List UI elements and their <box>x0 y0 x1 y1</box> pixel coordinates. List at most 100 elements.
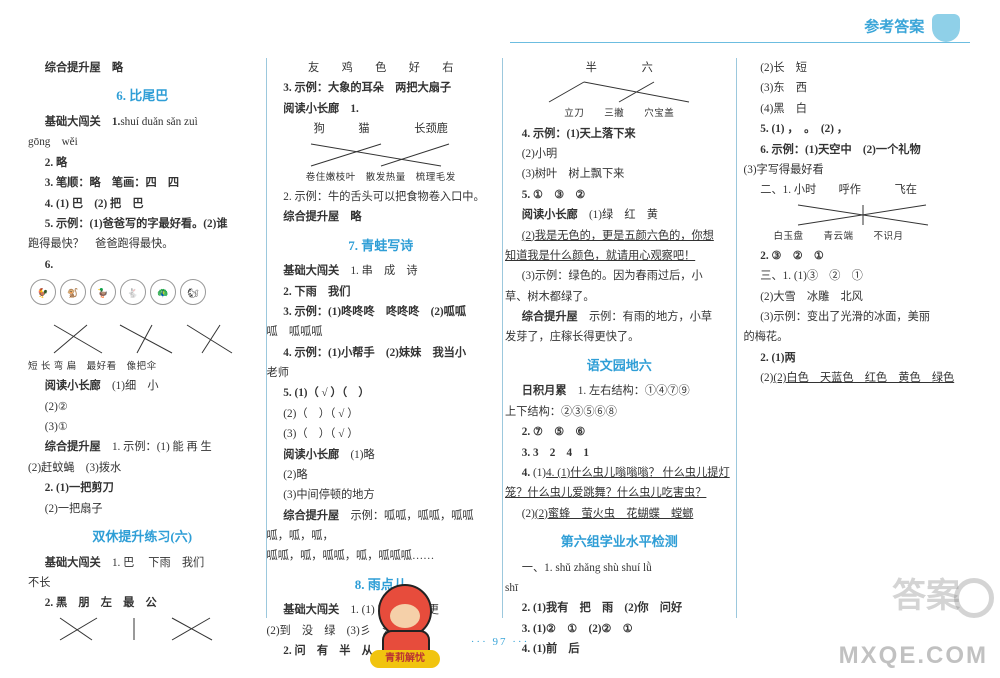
match-lines-3 <box>529 80 709 104</box>
c1-l16: (2)一把扇子 <box>28 499 257 519</box>
c1-l2b: shuí duǎn sǎn zuì <box>120 116 197 128</box>
c1-l14: (2)赶蚊蝇 (3)拨水 <box>28 458 257 478</box>
c2-l10: 4. 示例：(1)小帮手 (2)妹妹 我当小 <box>283 347 466 359</box>
c2-l15a: 阅读小长廊 <box>283 449 350 461</box>
c3-l9a: 阅读小长廊 <box>522 209 589 221</box>
c2-l11: 老师 <box>267 363 496 383</box>
c2-l4: 2. 示例：牛的舌头可以把食物卷入口中。 <box>267 187 496 207</box>
header-underline <box>510 42 970 43</box>
c2-l9: 呱 呱呱呱 <box>267 322 496 342</box>
c2-l8: 3. 示例：(1)咚咚咚 咚咚咚 (2)呱呱 <box>283 306 466 318</box>
c4-l13: 6. 示例：(1)天空中 (2)一个礼物 <box>760 144 920 156</box>
c3-l6: (2)小明 <box>505 144 734 164</box>
c2-l6b: 1. 串 成 诗 <box>350 265 417 277</box>
c4-l20: 的梅花。 <box>744 327 973 347</box>
c1-l13b: 1. 示例：(1) 能 再 生 <box>112 441 212 453</box>
section-sx6-title: 双休提升练习(六) <box>28 525 257 549</box>
c2-l18a: 综合提升屋 <box>283 510 350 522</box>
c2-cross2-bot: 卷住嫩枝叶 散发热量 梳理毛发 <box>267 170 496 187</box>
c1-l8: 跑得最快？ 爸爸跑得最快。 <box>28 234 257 254</box>
c3-l7: (3)树叶 树上飘下来 <box>505 164 734 184</box>
content-columns: 综合提升屋 略 6. 比尾巴 基础大闯关 1.shuí duǎn sǎn zuì… <box>28 58 972 664</box>
c3-l9b: (1)绿 红 黄 <box>589 209 658 221</box>
header-mascot-icon <box>932 14 960 42</box>
c2-l14: (3)（ ）（ √ ） <box>267 424 496 444</box>
c1-l3: gōng wěi <box>28 132 257 152</box>
section-6-title: 6. 比尾巴 <box>28 84 257 108</box>
c3-l19: 3. 3 2 4 1 <box>505 443 734 463</box>
c4-l8: 4. (1)前 后 <box>505 639 734 659</box>
c3-l10: (2)我是无色的，更是五颜六色的，你想 <box>522 230 714 242</box>
c2-l19: 呱，呱，呱， <box>267 526 496 546</box>
mascot-figure: 青莉解忧 <box>360 580 450 670</box>
c1-l4: 2. 略 <box>45 157 67 169</box>
c4-l7: 3. (1)② ① (2)② ① <box>505 619 734 639</box>
c1-zhts2: 综合提升屋 <box>45 441 112 453</box>
c3-l5: 4. 示例：(1)天上落下来 <box>505 124 734 144</box>
c3-l13: 草、树木都绿了。 <box>505 287 734 307</box>
c1-l10b: (1)细 小 <box>112 380 159 392</box>
c4-l15: 二、1. 小时 呼作 飞在 <box>744 180 973 200</box>
c2-l15b: (1)略 <box>350 449 374 461</box>
c2-l18b: 示例：呱呱，呱呱，呱呱 <box>350 510 473 522</box>
c1-jcdgk: 基础大闯关 1. <box>45 116 121 128</box>
c3-l14b: 示例：有雨的地方，小草 <box>589 311 712 323</box>
c2-l2: 3. 示例：大象的耳朵 两把大扇子 <box>283 82 451 94</box>
c3-cross3-bot: 立刀 三撇 穴宝盖 <box>505 106 734 123</box>
c3-l2a: 基础大闯关 <box>283 604 350 616</box>
watermark-bottom: MXQE.COM <box>839 642 988 670</box>
c3-l11: 知道我是什么颜色，就请用心观察吧！ <box>505 250 695 262</box>
match-lines-2b <box>281 142 481 168</box>
c2-l13: (2)（ ）（ √ ） <box>267 404 496 424</box>
section-ywyd6-title: 语文园地六 <box>505 354 734 378</box>
c4-l18: (2)大雪 冰雕 北风 <box>744 287 973 307</box>
c3-l16b: 1. 左右结构：①④⑦⑨ <box>578 385 690 397</box>
watermark-right: 答案 <box>892 568 994 618</box>
c2-l1: 2. 黑 朋 左 最 公 <box>28 593 257 613</box>
c4-cross4-bot: 白玉盘 青云端 不识月 <box>744 229 973 246</box>
c2-cross-top: 友 鸡 色 好 右 <box>267 58 496 78</box>
c4-l14: (3)字写得最好看 <box>744 160 973 180</box>
c3-l12: (3)示例：绿色的。因为春雨过后，小 <box>505 266 734 286</box>
section-7-title: 7. 青蛙写诗 <box>267 234 496 258</box>
c1-zhts-label: 综合提升屋 略 <box>45 62 123 74</box>
c2-l6a: 基础大闯关 <box>283 265 350 277</box>
c4-l22: (2)白色 天蓝色 红色 黄色 绿色 <box>773 372 954 384</box>
c2-l17: (3)中间停顿的地方 <box>267 485 496 505</box>
c3-l17: 上下结构：②③⑤⑥⑧ <box>505 402 734 422</box>
c4-l19: (3)示例：变出了光滑的冰面，美丽 <box>744 307 973 327</box>
c3-l14a: 综合提升屋 <box>522 311 589 323</box>
c3-cross3-top: 半 六 <box>505 58 734 78</box>
match-lines-4 <box>758 203 958 227</box>
c1-l12: (3)① <box>28 417 257 437</box>
c3-l15: 发芽了，庄稼长得更快了。 <box>505 327 734 347</box>
c4-l17: 三、1. (1)③ ② ① <box>744 266 973 286</box>
c1-animal-labels: 短 长 弯 扁 最好看 像把伞 <box>28 359 257 376</box>
c2-l12: 5. (1)（ √ ）（ ） <box>267 383 496 403</box>
animals-row: 🐓🐒🦆🐇🦚🐿 <box>28 279 257 319</box>
c1-l18: 不长 <box>28 573 257 593</box>
c4-l16: 2. ③ ② ① <box>744 246 973 266</box>
c2-cross2-top: 狗 猫 长颈鹿 <box>267 119 496 139</box>
c1-ydxcl: 阅读小长廊 <box>45 380 112 392</box>
page-header-title: 参考答案 <box>864 19 924 35</box>
c1-l5: 3. 笔顺：略 笔画：四 四 <box>45 177 179 189</box>
c3-l18: 2. ⑦ ⑤ ⑥ <box>505 422 734 442</box>
c1-l7: 5. 示例：(1)爸爸写的字最好看。(2)谁 <box>45 218 228 230</box>
c2-l5: 综合提升屋 略 <box>267 207 496 227</box>
c4-l21: 2. (1)两 <box>744 348 973 368</box>
c2-l7: 2. 下雨 我们 <box>267 282 496 302</box>
c1-l6: 4. (1) 巴 (2) 把 巴 <box>45 198 144 210</box>
c4-l1: 4. (1)什么虫儿嗡嗡嗡？ 什么虫儿提灯 <box>546 467 730 479</box>
c4-l2: 笼？什么虫儿爱跳舞？什么虫儿吃害虫？ <box>505 487 706 499</box>
c1-l15: 2. (1)一把剪刀 <box>45 482 114 494</box>
c4-l10: (3)东 西 <box>744 78 973 98</box>
c4-l5: shī <box>505 578 734 598</box>
c4-l6: 2. (1)我有 把 雨 (2)你 问好 <box>505 598 734 618</box>
c4-l9: (2)长 短 <box>744 58 973 78</box>
match-lines-1 <box>42 323 242 357</box>
c3-l1: 呱呱，呱，呱呱，呱，呱呱呱…… <box>267 546 496 566</box>
c4-l11: (4)黑 白 <box>744 99 973 119</box>
c1-l9: 6. <box>28 255 257 275</box>
section-test6-title: 第六组学业水平检测 <box>505 530 734 554</box>
